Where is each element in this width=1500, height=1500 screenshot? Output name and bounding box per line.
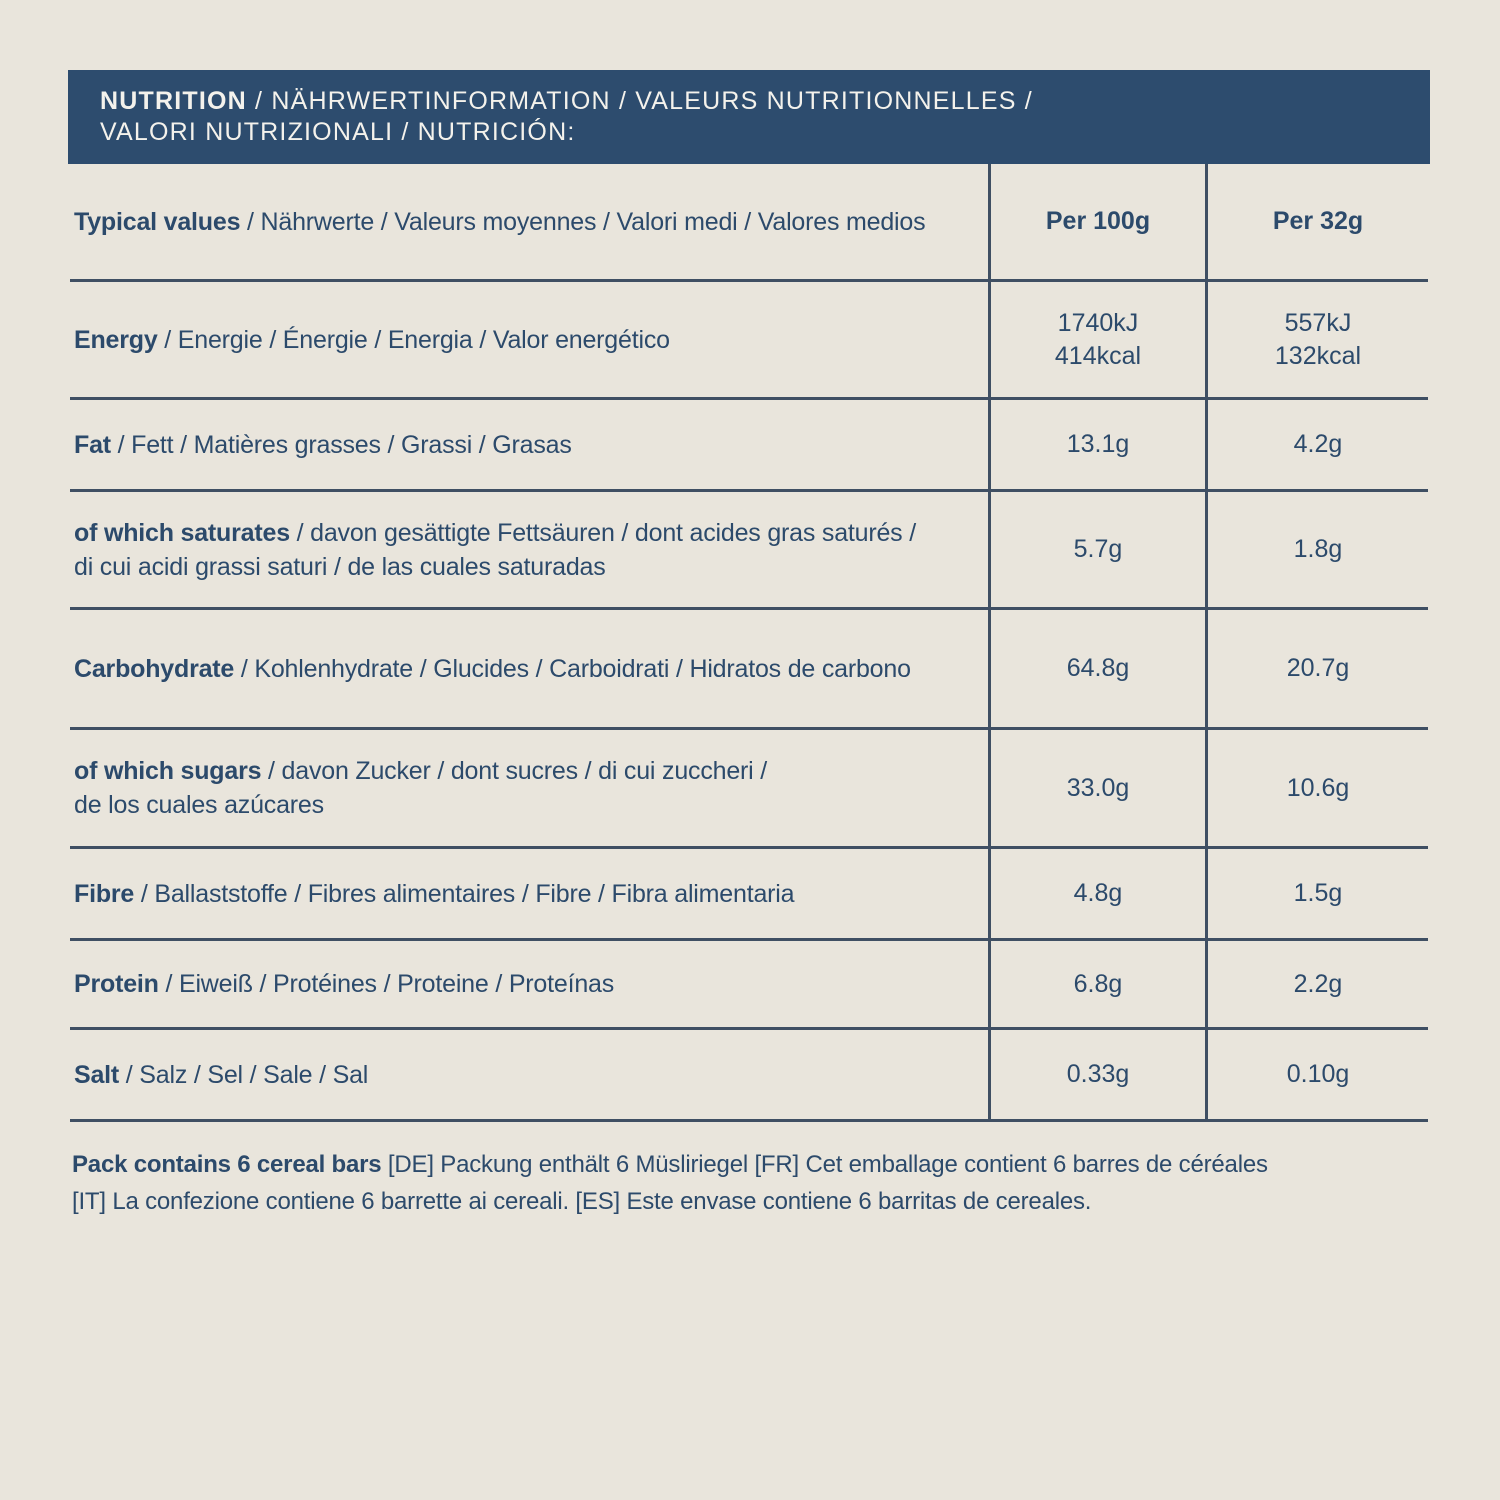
pack-contents-rest: [DE] Packung enthält 6 Müsliriegel [FR] … (381, 1151, 1268, 1178)
nutrient-term: Energy (74, 325, 158, 354)
nutrient-label: Protein / Eiweiß / Protéines / Proteine … (70, 941, 988, 1027)
nutrient-translations: / Fett / Matières grasses / Grassi / Gra… (110, 430, 572, 459)
table-row-sugars: of which sugars / davon Zucker / dont su… (70, 730, 1428, 849)
table-row-saturates: of which saturates / davon gesättigte Fe… (70, 492, 1428, 610)
nutrition-header-bar: NUTRITION / NÄHRWERTINFORMATION / VALEUR… (68, 70, 1430, 164)
nutrient-label: Salt / Salz / Sel / Sale / Sal (70, 1030, 988, 1119)
nutrient-term: Protein (74, 970, 159, 998)
pack-contents-note: Pack contains 6 cereal bars [DE] Packung… (72, 1146, 1412, 1220)
nutrient-label-line2: de los cuales azúcares (74, 791, 324, 819)
pack-contents-line2: [IT] La confezione contiene 6 barrette a… (72, 1188, 1092, 1215)
nutrient-label: Fat / Fett / Matières grasses / Grassi /… (70, 400, 988, 489)
table-row-energy: Energy / Energie / Énergie / Energia / V… (70, 282, 1428, 400)
nutrient-label-line1: Protein / Eiweiß / Protéines / Proteine … (74, 967, 974, 1001)
table-row-fat: Fat / Fett / Matières grasses / Grassi /… (70, 400, 1428, 492)
per100g-value: 4.8g (988, 849, 1205, 938)
nutrient-label-line1: of which sugars / davon Zucker / dont su… (74, 754, 974, 788)
table-row-salt: Salt / Salz / Sel / Sale / Sal 0.33g 0.1… (70, 1030, 1428, 1122)
per32g-value: 10.6g (1205, 730, 1428, 846)
header-title-rest: / NÄHRWERTINFORMATION / VALEURS NUTRITIO… (246, 87, 1033, 115)
pack-contents-line1: Pack contains 6 cereal bars [DE] Packung… (72, 1146, 1412, 1183)
nutrient-label-line2: di cui acidi grassi saturi / de las cual… (74, 552, 606, 581)
header-title-line2: VALORI NUTRIZIONALI / NUTRICIÓN: (100, 118, 576, 146)
nutrient-label-line1: Fibre / Ballaststoffe / Fibres alimentai… (74, 877, 974, 911)
nutrient-label-line1: Energy / Energie / Énergie / Energia / V… (74, 323, 974, 357)
nutrient-label-line1: Salt / Salz / Sel / Sale / Sal (74, 1058, 974, 1092)
nutrient-term: of which saturates (74, 518, 290, 547)
nutrient-label-line1: Carbohydrate / Kohlenhydrate / Glucides … (74, 652, 974, 686)
table-row-protein: Protein / Eiweiß / Protéines / Proteine … (70, 941, 1428, 1030)
per32g-value: 0.10g (1205, 1030, 1428, 1119)
column-header-typical-values: Typical values / Nährwerte / Valeurs moy… (70, 164, 988, 279)
per32g-value: 557kJ 132kcal (1205, 282, 1428, 397)
nutrient-translations: / Ballaststoffe / Fibres alimentaires / … (134, 879, 795, 908)
typical-values-line: Typical values / Nährwerte / Valeurs moy… (74, 205, 974, 239)
nutrient-translations: / Kohlenhydrate / Glucides / Carboidrati… (234, 654, 911, 683)
nutrient-term: of which sugars (74, 757, 262, 785)
table-header-row: Typical values / Nährwerte / Valeurs moy… (70, 164, 1428, 282)
per100g-value: 1740kJ 414kcal (988, 282, 1205, 397)
per100g-value: 6.8g (988, 941, 1205, 1027)
table-row-carbohydrate: Carbohydrate / Kohlenhydrate / Glucides … (70, 610, 1428, 730)
nutrient-term: Fibre (74, 879, 135, 908)
column-header-per-32g: Per 32g (1205, 164, 1428, 279)
per100g-value: 13.1g (988, 400, 1205, 489)
column-header-per-100g: Per 100g (988, 164, 1205, 279)
nutrient-translations: / Salz / Sel / Sale / Sal (119, 1060, 369, 1089)
nutrient-term: Salt (74, 1060, 120, 1089)
per32g-value: 2.2g (1205, 941, 1428, 1027)
per100g-value: 64.8g (988, 610, 1205, 727)
nutrient-translations: / davon gesättigte Fettsäuren / dont aci… (289, 518, 917, 547)
table-row-fibre: Fibre / Ballaststoffe / Fibres alimentai… (70, 849, 1428, 941)
nutrient-label: Fibre / Ballaststoffe / Fibres alimentai… (70, 849, 988, 938)
per32g-value: 1.5g (1205, 849, 1428, 938)
typical-values-rest: / Nährwerte / Valeurs moyennes / Valori … (240, 207, 926, 236)
per100g-value: 5.7g (988, 492, 1205, 607)
nutrient-label: of which saturates / davon gesättigte Fe… (70, 492, 988, 607)
nutrient-label: Energy / Energie / Énergie / Energia / V… (70, 282, 988, 397)
nutrient-term: Fat (74, 430, 111, 459)
nutrient-translations: / Energie / Énergie / Energia / Valor en… (157, 325, 670, 354)
nutrient-label-line1: of which saturates / davon gesättigte Fe… (74, 516, 974, 550)
nutrient-term: Carbohydrate (74, 654, 235, 683)
nutrient-label: Carbohydrate / Kohlenhydrate / Glucides … (70, 610, 988, 727)
per32g-value: 4.2g (1205, 400, 1428, 489)
pack-contents-bold: Pack contains 6 cereal bars (72, 1151, 382, 1178)
nutrient-translations: / Eiweiß / Protéines / Proteine / Proteí… (158, 970, 615, 998)
header-title-bold: NUTRITION (100, 87, 247, 115)
header-title-line1: NUTRITION / NÄHRWERTINFORMATION / VALEUR… (100, 86, 1430, 117)
nutrient-label: of which sugars / davon Zucker / dont su… (70, 730, 988, 846)
nutrient-translations: / davon Zucker / dont sucres / di cui zu… (261, 757, 768, 785)
typical-values-bold: Typical values (74, 207, 241, 236)
nutrition-table: Typical values / Nährwerte / Valeurs moy… (70, 164, 1428, 1122)
per32g-value: 20.7g (1205, 610, 1428, 727)
per100g-value: 33.0g (988, 730, 1205, 846)
nutrient-label-line1: Fat / Fett / Matières grasses / Grassi /… (74, 428, 974, 462)
per32g-value: 1.8g (1205, 492, 1428, 607)
per100g-value: 0.33g (988, 1030, 1205, 1119)
